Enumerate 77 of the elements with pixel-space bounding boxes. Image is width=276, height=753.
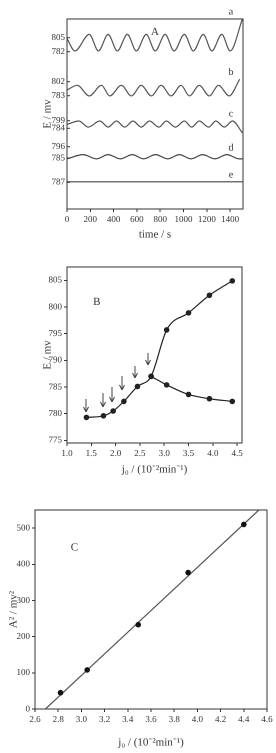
text: 783 bbox=[52, 90, 66, 100]
x-tick-label: 4.6 bbox=[261, 714, 274, 724]
point bbox=[134, 384, 140, 390]
x-tick-label: 1.0 bbox=[61, 448, 74, 458]
point bbox=[206, 292, 212, 298]
annotation: A bbox=[151, 26, 160, 38]
point bbox=[185, 570, 191, 576]
point bbox=[206, 396, 212, 402]
y-tick-label: 300 bbox=[16, 594, 30, 605]
y-tick-label: 0 bbox=[26, 703, 30, 714]
point bbox=[241, 522, 247, 528]
series-label: a bbox=[228, 6, 234, 18]
point bbox=[110, 408, 116, 414]
y-tick-label: 775 bbox=[48, 434, 62, 445]
x-tick-label: 1200 bbox=[198, 214, 216, 224]
y-tick-label: 400 bbox=[16, 558, 30, 569]
x-tick-label: 1000 bbox=[174, 214, 194, 224]
y-tick-label: 200 bbox=[16, 630, 30, 641]
y-tick-label: 500 bbox=[16, 522, 30, 532]
text: 802 bbox=[52, 76, 65, 86]
x-tick-label: 2.5 bbox=[134, 448, 146, 458]
point bbox=[186, 310, 192, 316]
x-tick-label: 3.2 bbox=[98, 714, 110, 724]
x-tick-label: 200 bbox=[84, 214, 98, 224]
x-tick-label: 2.6 bbox=[29, 714, 42, 724]
annotation: B bbox=[93, 296, 100, 308]
text: 782 bbox=[52, 46, 65, 56]
annotation: C bbox=[70, 542, 78, 554]
series-label: c bbox=[228, 108, 234, 120]
x-tick-label: 2.8 bbox=[52, 714, 64, 724]
x-tick-label: 2.0 bbox=[110, 448, 122, 458]
x-tick-label: 3.6 bbox=[145, 714, 158, 724]
x-tick-label: 600 bbox=[130, 214, 144, 224]
y-tick-label: 805 bbox=[48, 274, 62, 285]
x-axis-title: j₀ / (10⁻²min⁻¹) bbox=[117, 736, 184, 748]
x-tick-label: 4.4 bbox=[238, 714, 250, 724]
series-label: d bbox=[228, 142, 234, 154]
x-tick-label: 3.5 bbox=[182, 448, 195, 458]
y-tick-label: 100 bbox=[16, 667, 30, 678]
x-axis-title: j₀ / (10⁻²min⁻¹) bbox=[120, 463, 188, 476]
x-tick-label: 3.0 bbox=[76, 714, 88, 724]
x-tick-label: 800 bbox=[153, 214, 168, 224]
text: 796 bbox=[52, 141, 66, 152]
x-tick-label: 4.0 bbox=[207, 448, 219, 458]
point bbox=[84, 414, 90, 420]
point bbox=[164, 327, 170, 333]
text: 787 bbox=[52, 176, 66, 187]
y-tick-label: 790 bbox=[48, 354, 62, 365]
x-tick-label: 1400 bbox=[221, 214, 240, 224]
text: 784 bbox=[52, 122, 66, 133]
point bbox=[121, 398, 127, 404]
y-axis-title: E / mv bbox=[41, 98, 54, 129]
x-tick-label: 3.8 bbox=[168, 714, 180, 724]
point bbox=[186, 392, 192, 398]
x-tick-label: 0 bbox=[64, 214, 70, 224]
x-tick-label: 4.5 bbox=[232, 448, 244, 458]
x-tick-label: 3.4 bbox=[122, 714, 134, 724]
x-tick-label: 400 bbox=[106, 214, 121, 224]
y-tick-label: 785 bbox=[48, 381, 62, 392]
y-tick-label: 795 bbox=[48, 328, 62, 338]
point bbox=[164, 382, 170, 388]
point bbox=[100, 413, 106, 419]
x-tick-label: 1.5 bbox=[86, 448, 98, 458]
x-tick-label: 4.2 bbox=[214, 714, 226, 724]
x-axis-title: time / s bbox=[138, 228, 172, 240]
point bbox=[58, 690, 64, 696]
x-tick-label: 3.0 bbox=[158, 448, 170, 458]
point bbox=[135, 622, 142, 628]
text: 799 bbox=[52, 115, 66, 126]
point bbox=[229, 398, 236, 404]
series-label: e bbox=[228, 169, 234, 180]
point bbox=[229, 278, 236, 284]
y-tick-label: 780 bbox=[48, 408, 62, 418]
series-label: b bbox=[228, 66, 234, 78]
point bbox=[84, 667, 90, 673]
x-tick-label: 4.0 bbox=[192, 714, 204, 724]
y-tick-label: 800 bbox=[48, 301, 62, 312]
